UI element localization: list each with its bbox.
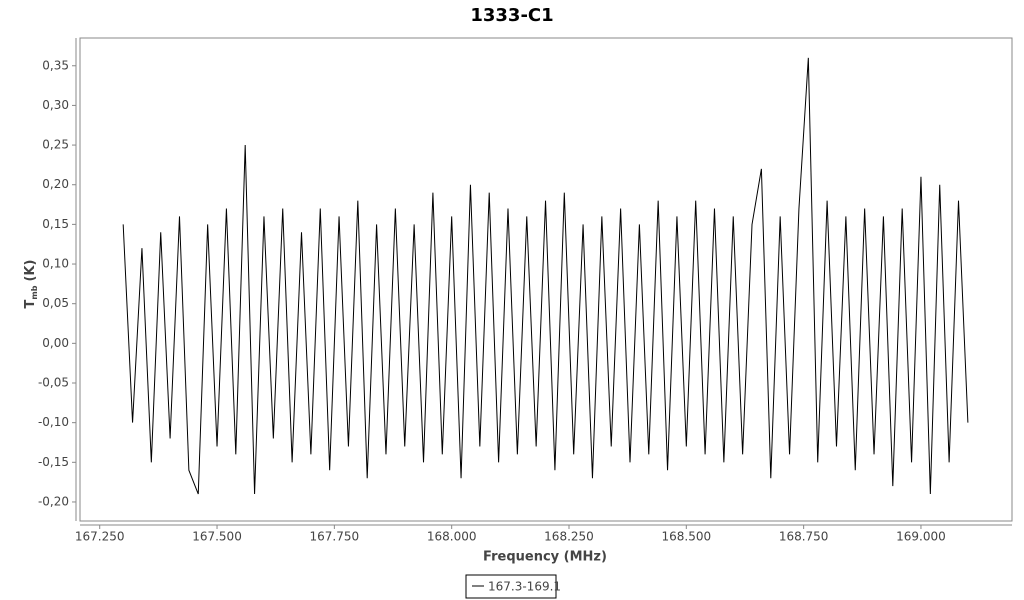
y-tick-label: -0,20 — [38, 494, 69, 508]
legend-label: 167.3-169.1 — [488, 580, 561, 594]
y-tick-label: 0,00 — [42, 336, 69, 350]
chart-title: 1333-C1 — [470, 5, 553, 26]
y-label-main: T — [23, 299, 38, 308]
y-tick-label: 0,30 — [42, 98, 69, 112]
y-tick-label: 0,20 — [42, 177, 69, 191]
x-tick-label: 168.500 — [662, 530, 712, 544]
plot-frame — [79, 37, 1013, 522]
x-axis-label: Frequency (MHz) — [483, 550, 607, 565]
x-tick-label: 167.500 — [192, 530, 242, 544]
series-line — [122, 57, 969, 495]
y-tick-label: 0,15 — [42, 217, 69, 231]
y-label-unit: (K) — [23, 260, 38, 282]
y-tick-label: 0,35 — [42, 58, 69, 72]
y-tick-label: -0,05 — [38, 376, 69, 390]
y-tick-label: -0,10 — [38, 415, 69, 429]
x-tick-label: 169.000 — [896, 530, 946, 544]
y-tick-label: 0,25 — [42, 138, 69, 152]
y-tick-label: 0,10 — [42, 257, 69, 271]
x-tick-label: 167.750 — [310, 530, 360, 544]
legend-box — [465, 574, 557, 599]
y-axis-label: Tmb (K) — [23, 260, 39, 309]
x-tick-label: 168.750 — [779, 530, 829, 544]
y-tick-label: 0,05 — [42, 296, 69, 310]
y-tick-label: -0,15 — [38, 455, 69, 469]
x-tick-label: 168.000 — [427, 530, 477, 544]
x-tick-label: 168.250 — [544, 530, 594, 544]
x-tick-label: 167.250 — [75, 530, 125, 544]
y-label-sub: mb — [30, 285, 39, 299]
